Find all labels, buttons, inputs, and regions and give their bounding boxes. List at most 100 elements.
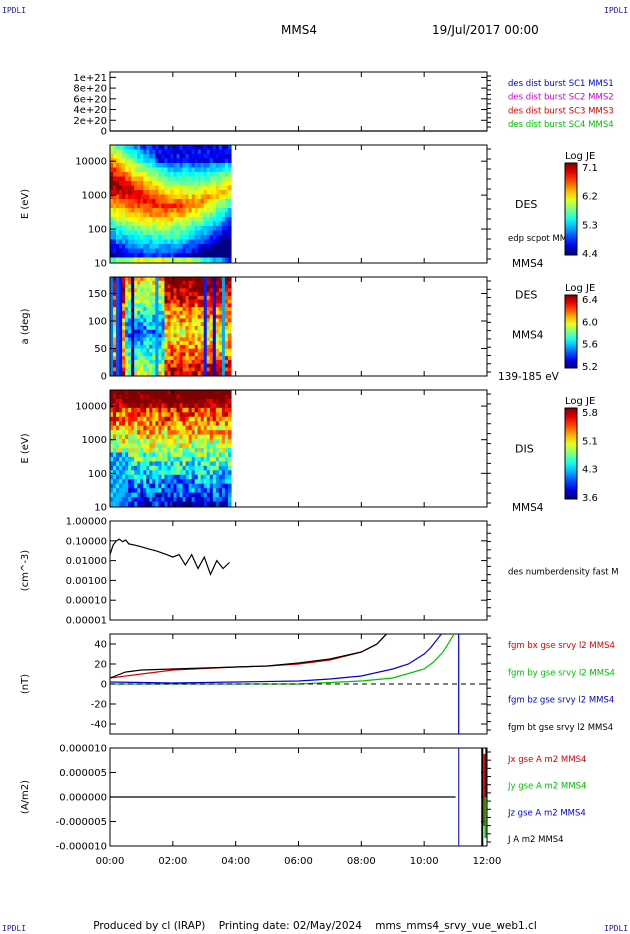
heatmap-cell: [170, 284, 175, 289]
heatmap-cell: [167, 398, 172, 404]
heatmap-cell: [113, 483, 117, 489]
heatmap-cell: [194, 371, 199, 376]
heatmap-cell: [164, 443, 169, 449]
heatmap-cell: [131, 492, 135, 498]
heatmap-cell: [203, 181, 208, 187]
heatmap-cell: [218, 167, 223, 173]
heatmap-cell: [125, 407, 129, 413]
heatmap-cell: [113, 448, 117, 454]
heatmap-cell: [146, 248, 150, 254]
heatmap-cell: [137, 448, 141, 454]
heatmap-cell: [167, 448, 172, 454]
heatmap-cell: [122, 322, 126, 327]
heatmap-cell: [110, 307, 114, 312]
heatmap-cell: [137, 430, 141, 436]
heatmap-cell: [188, 181, 193, 187]
heatmap-cell: [161, 149, 166, 155]
heatmap-cell: [167, 149, 172, 155]
heatmap-cell: [200, 208, 205, 214]
heatmap-cell: [218, 474, 223, 480]
heatmap-cell: [218, 443, 223, 449]
heatmap-cell: [179, 394, 184, 400]
heatmap-cell: [206, 470, 211, 476]
heatmap-cell: [176, 172, 181, 178]
y-tick-label: 100: [88, 317, 107, 328]
heatmap-cell: [143, 194, 147, 200]
heatmap-cell: [119, 239, 123, 245]
y-tick-label: 40: [94, 640, 107, 651]
heatmap-cell: [188, 226, 193, 232]
heatmap-cell: [170, 288, 175, 293]
heatmap-cell: [143, 390, 147, 396]
heatmap-cell: [113, 412, 117, 418]
heatmap-cell: [119, 208, 123, 214]
heatmap-cell: [194, 194, 199, 200]
heatmap-cell: [161, 212, 166, 218]
heatmap-cell: [221, 277, 226, 282]
heatmap-cell: [137, 398, 141, 404]
heatmap-cell: [224, 167, 229, 173]
heatmap-cell: [182, 501, 187, 507]
heatmap-cell: [185, 359, 190, 365]
heatmap-cell: [116, 398, 120, 404]
heatmap-cell: [212, 359, 217, 365]
heatmap-cell: [134, 434, 138, 440]
heatmap-cell: [128, 322, 132, 327]
heatmap-cell: [128, 479, 132, 485]
heatmap-cell: [182, 172, 187, 178]
heatmap-cell: [209, 479, 214, 485]
heatmap-cell: [224, 226, 229, 232]
heatmap-cell: [185, 208, 190, 214]
heatmap-cell: [167, 235, 172, 241]
heatmap-cell: [164, 394, 169, 400]
heatmap-cell: [110, 465, 114, 471]
heatmap-cell: [113, 322, 117, 327]
heatmap-cell: [152, 257, 156, 263]
heatmap-cell: [134, 359, 138, 365]
heatmap-cell: [170, 185, 175, 191]
heatmap-cell: [122, 425, 126, 431]
heatmap-cell: [197, 295, 202, 301]
heatmap-cell: [146, 307, 150, 312]
heatmap-cell: [146, 412, 150, 418]
heatmap-cell: [158, 257, 162, 263]
heatmap-cell: [224, 425, 229, 431]
heatmap-cell: [116, 461, 120, 467]
y-tick-label: 4e+20: [73, 105, 107, 116]
heatmap-cell: [197, 394, 202, 400]
heatmap-cell: [203, 326, 208, 331]
heatmap-cell: [212, 363, 217, 369]
heatmap-cell: [215, 318, 220, 323]
heatmap-cell: [155, 452, 159, 458]
heatmap-cell: [182, 367, 187, 372]
heatmap-cell: [149, 307, 153, 312]
heatmap-cell: [167, 412, 172, 418]
heatmap-cell: [188, 430, 193, 436]
heatmap-cell: [200, 277, 205, 282]
heatmap-cell: [164, 488, 169, 494]
heatmap-cell: [110, 288, 114, 293]
heatmap-cell: [143, 217, 147, 223]
heatmap-cell: [212, 230, 217, 236]
heatmap-cell: [224, 303, 229, 308]
heatmap-cell: [200, 371, 205, 376]
heatmap-cell: [197, 461, 202, 467]
heatmap-cell: [224, 163, 229, 169]
heatmap-cell: [212, 288, 217, 293]
heatmap-cell: [128, 194, 132, 200]
heatmap-cell: [218, 244, 223, 250]
heatmap-cell: [149, 149, 153, 155]
heatmap-cell: [113, 456, 117, 462]
heatmap-cell: [116, 434, 120, 440]
heatmap-cell: [146, 359, 150, 365]
heatmap-cell: [206, 448, 211, 454]
heatmap-cell: [128, 430, 132, 436]
heatmap-cell: [176, 322, 181, 327]
heatmap-cell: [110, 163, 114, 169]
heatmap-cell: [149, 208, 153, 214]
heatmap-cell: [161, 394, 166, 400]
heatmap-cell: [182, 344, 187, 350]
heatmap-cell: [116, 185, 120, 191]
heatmap-cell: [152, 479, 156, 485]
